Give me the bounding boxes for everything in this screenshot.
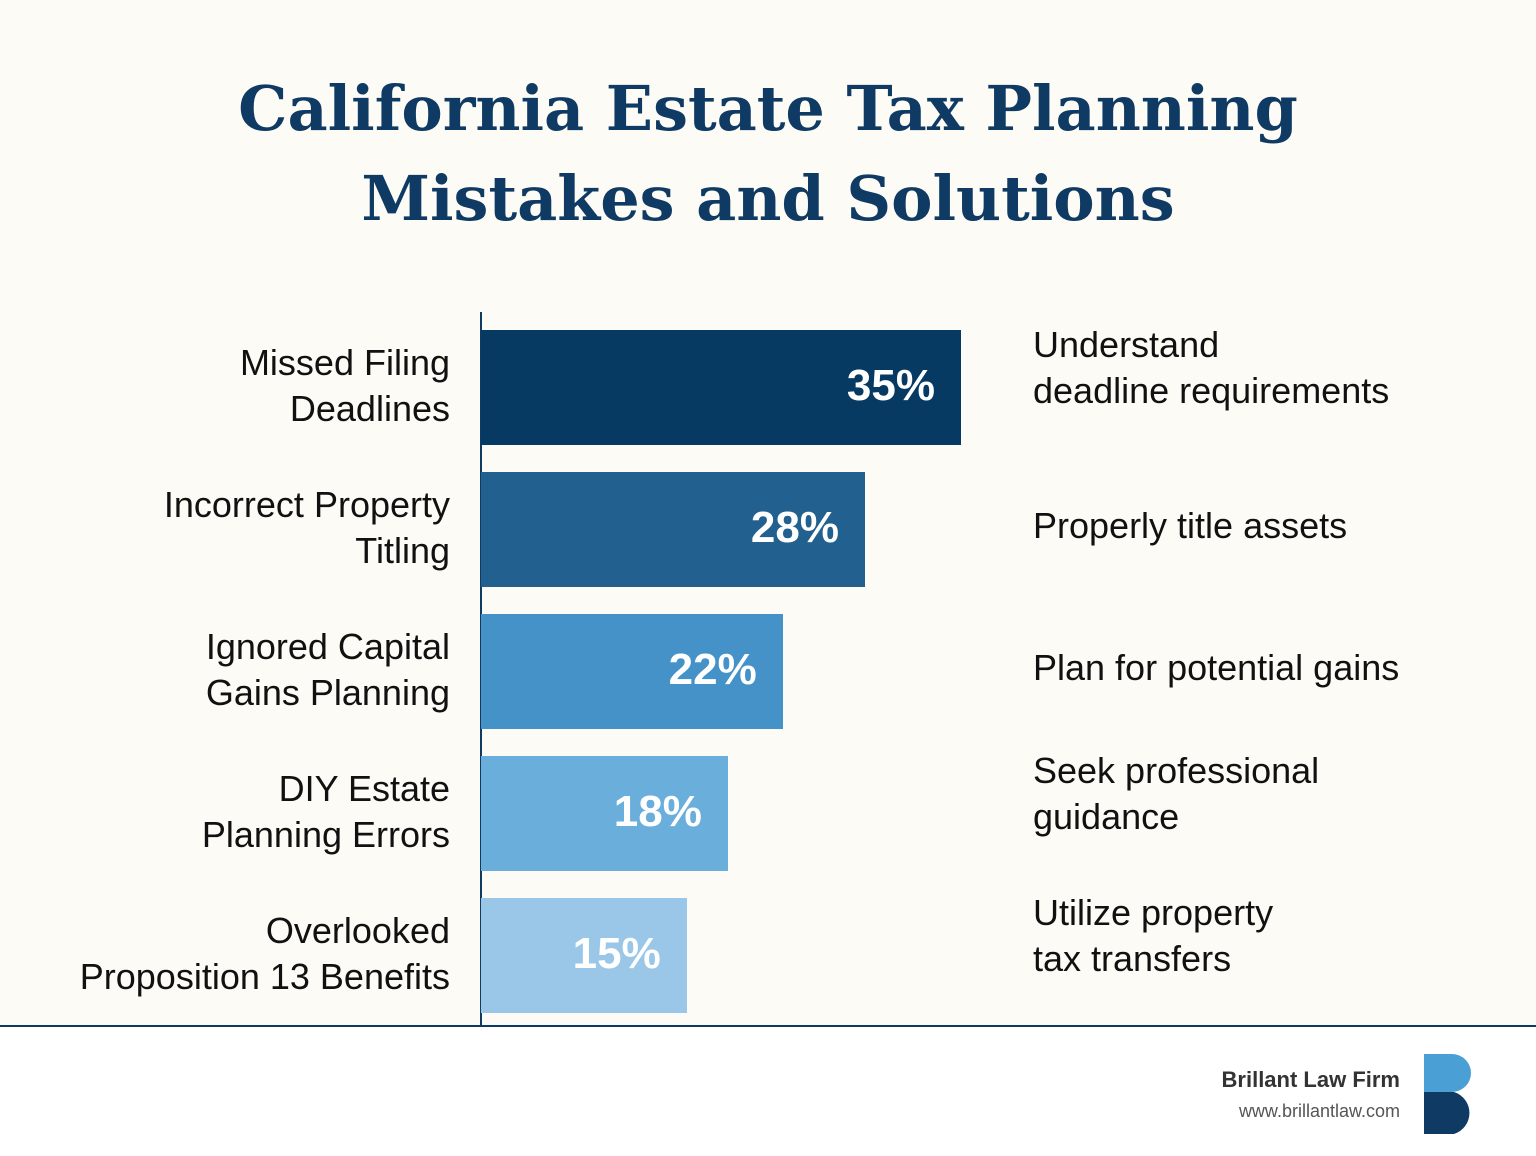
solution-text: Plan for potential gains — [1033, 646, 1400, 688]
solution-text: deadline requirements — [1033, 369, 1390, 411]
category-label: Titling — [355, 529, 450, 571]
bar — [481, 756, 728, 871]
solution-text: tax transfers — [1033, 937, 1232, 979]
bar — [481, 898, 687, 1013]
solution-text: Utilize property — [1033, 891, 1274, 933]
bar — [481, 614, 783, 729]
bar — [481, 472, 865, 587]
firm-name: Brillant Law Firm — [1221, 1067, 1400, 1092]
category-label: Incorrect Property — [163, 483, 450, 525]
category-label: Gains Planning — [205, 671, 450, 713]
value-label: 28% — [750, 502, 839, 552]
solution-text: Understand — [1033, 323, 1220, 365]
value-label: 15% — [572, 928, 661, 978]
logo — [1424, 1054, 1471, 1134]
solution-text: guidance — [1033, 795, 1180, 837]
firm-url: www.brillantlaw.com — [1238, 1101, 1400, 1121]
category-label: Proposition 13 Benefits — [79, 955, 450, 997]
category-label: DIY Estate — [278, 767, 450, 809]
footer: Brillant Law Firm www.brillantlaw.com — [0, 1025, 1536, 1156]
category-label: Overlooked — [265, 909, 450, 951]
category-label: Planning Errors — [201, 813, 450, 855]
value-label: 35% — [846, 360, 935, 410]
category-label: Ignored Capital — [205, 625, 450, 667]
category-label: Deadlines — [289, 387, 450, 429]
category-label: Missed Filing — [239, 341, 450, 383]
value-label: 22% — [668, 644, 757, 694]
chart-title: Mistakes and Solutions — [361, 162, 1175, 235]
chart-title: California Estate Tax Planning — [238, 72, 1298, 145]
bar — [481, 330, 961, 445]
solution-text: Properly title assets — [1033, 504, 1348, 546]
solution-text: Seek professional — [1033, 749, 1320, 791]
value-label: 18% — [613, 786, 702, 836]
